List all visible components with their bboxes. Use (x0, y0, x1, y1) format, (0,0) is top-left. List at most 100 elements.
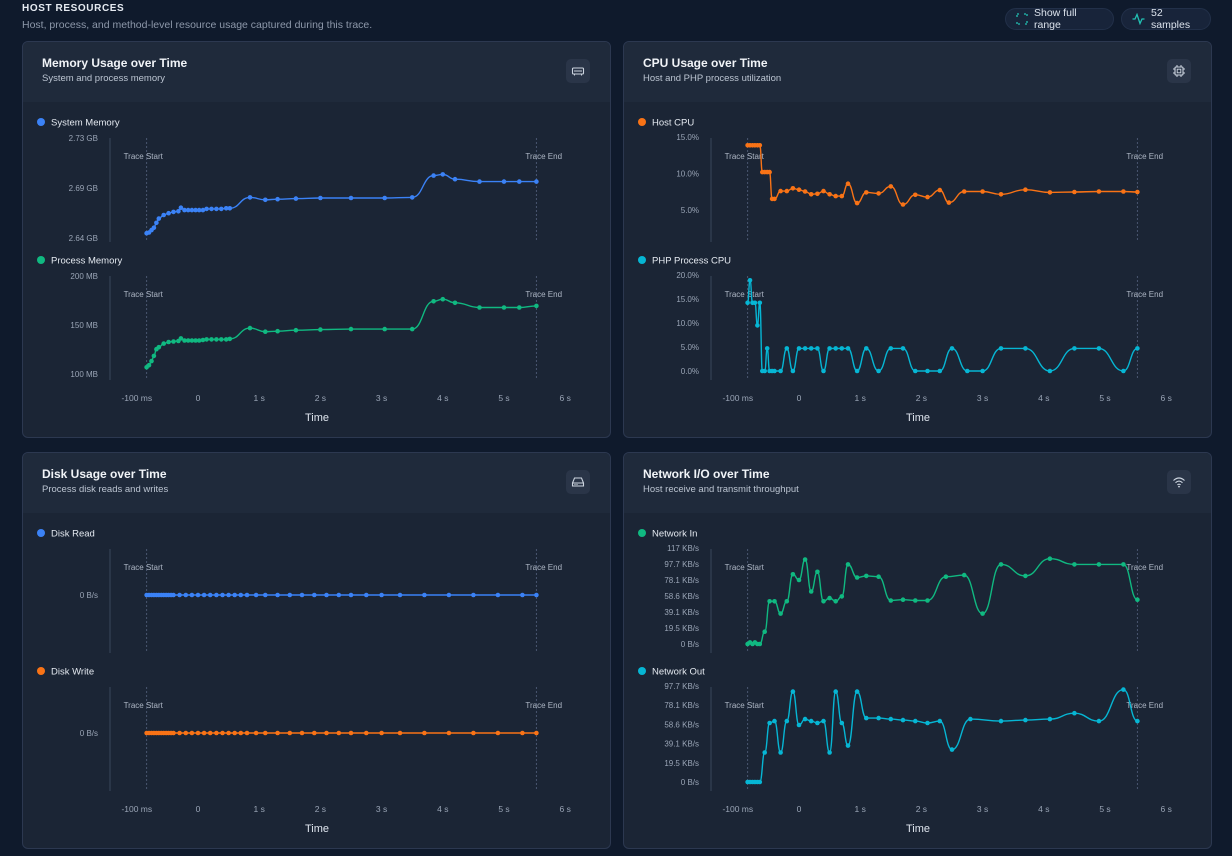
data-point (227, 336, 233, 342)
data-point (446, 730, 452, 736)
data-point (854, 575, 860, 580)
data-point (501, 179, 507, 184)
data-point (226, 592, 231, 598)
show-full-range-label: Show full range (1034, 7, 1077, 31)
data-point (815, 191, 820, 197)
trace-start-label: Trace Start (124, 290, 164, 299)
data-point (845, 181, 851, 186)
data-point (815, 720, 820, 726)
y-tick-label: 2.69 GB (69, 184, 98, 193)
data-point (762, 368, 767, 374)
data-point (949, 346, 955, 351)
data-point (1023, 346, 1028, 351)
legend-label: Process Memory (51, 256, 123, 267)
x-tick-label: 4 s (1038, 804, 1049, 814)
data-point (275, 328, 280, 334)
x-tick-label: 6 s (1161, 393, 1172, 403)
data-point (968, 716, 973, 722)
data-point (980, 189, 985, 194)
data-point (854, 368, 860, 374)
trace-end-label: Trace End (525, 563, 562, 572)
trace-end-label: Trace End (1126, 563, 1163, 572)
data-point (796, 722, 802, 728)
data-point (336, 730, 342, 736)
data-point (196, 338, 202, 343)
data-point (796, 187, 802, 192)
data-point (1072, 562, 1077, 567)
data-point (845, 562, 851, 567)
data-point (195, 730, 201, 736)
data-point (189, 730, 195, 736)
data-point (913, 598, 918, 603)
data-point (178, 205, 184, 210)
data-point (913, 718, 918, 724)
data-point (1023, 717, 1028, 723)
data-point (495, 592, 501, 598)
data-point (925, 368, 930, 374)
x-tick-label: 6 s (1161, 804, 1172, 814)
data-point (876, 191, 881, 196)
data-point (156, 344, 162, 350)
x-tick-label: 1 s (254, 804, 265, 814)
y-tick-label: 15.0% (676, 295, 699, 304)
data-point (189, 592, 195, 598)
data-point (477, 305, 482, 310)
y-tick-label: 0 B/s (681, 778, 699, 787)
data-point (790, 186, 796, 191)
data-point (517, 179, 522, 184)
disk-icon (566, 470, 590, 494)
data-point (232, 592, 237, 598)
x-tick-label: -100 ms (121, 804, 152, 814)
show-full-range-button[interactable]: Show full range (1005, 7, 1114, 31)
data-point (965, 368, 970, 374)
data-point (166, 339, 171, 345)
x-tick-label: 0 (196, 804, 201, 814)
x-tick-label: 4 s (1038, 393, 1049, 403)
trace-start-label: Trace Start (124, 152, 164, 161)
data-point (876, 368, 881, 374)
data-point (1121, 562, 1126, 567)
data-point (802, 557, 808, 562)
data-point (839, 193, 845, 199)
network-plot: Network In 117 KB/s 97.7 KB/s 78.1 KB/s 58.6… (638, 529, 1172, 835)
data-point (854, 689, 860, 694)
data-point (821, 188, 826, 194)
data-point (193, 338, 198, 343)
data-point (900, 202, 906, 207)
data-point (943, 574, 949, 579)
data-point (980, 368, 985, 374)
data-point (755, 323, 760, 328)
data-point (520, 592, 525, 598)
data-point (154, 220, 159, 226)
card-subtitle: Host receive and transmit throughput (643, 484, 799, 495)
data-point (204, 206, 209, 212)
data-point (876, 715, 881, 721)
data-point (171, 209, 176, 215)
x-tick-label: 5 s (1099, 804, 1110, 814)
trace-start-label: Trace Start (725, 152, 765, 161)
data-point (161, 341, 166, 346)
data-point (299, 730, 305, 736)
data-point (183, 730, 189, 736)
data-point (177, 730, 182, 736)
y-tick-label: 0 B/s (681, 640, 699, 649)
data-point (312, 730, 317, 736)
data-point (452, 176, 458, 182)
y-tick-label: 100 MB (70, 370, 98, 379)
memory-usage-card: Memory Usage over Time System and proces… (22, 41, 611, 438)
cpu-plot: Host CPU 15.0% 10.0% 5.0% Trace Start Trace E… (638, 118, 1172, 424)
data-point (299, 592, 305, 598)
data-point (802, 346, 808, 351)
x-tick-label: 4 s (437, 804, 448, 814)
data-point (161, 212, 166, 218)
y-tick-label: 200 MB (70, 272, 98, 281)
data-point (808, 346, 814, 351)
data-point (864, 346, 869, 351)
data-point (223, 206, 229, 211)
legend-label: Host CPU (652, 118, 694, 129)
data-point (767, 169, 772, 175)
data-point (336, 592, 342, 598)
data-point (888, 716, 894, 722)
x-tick-label: 2 s (916, 393, 927, 403)
data-point (772, 196, 777, 202)
